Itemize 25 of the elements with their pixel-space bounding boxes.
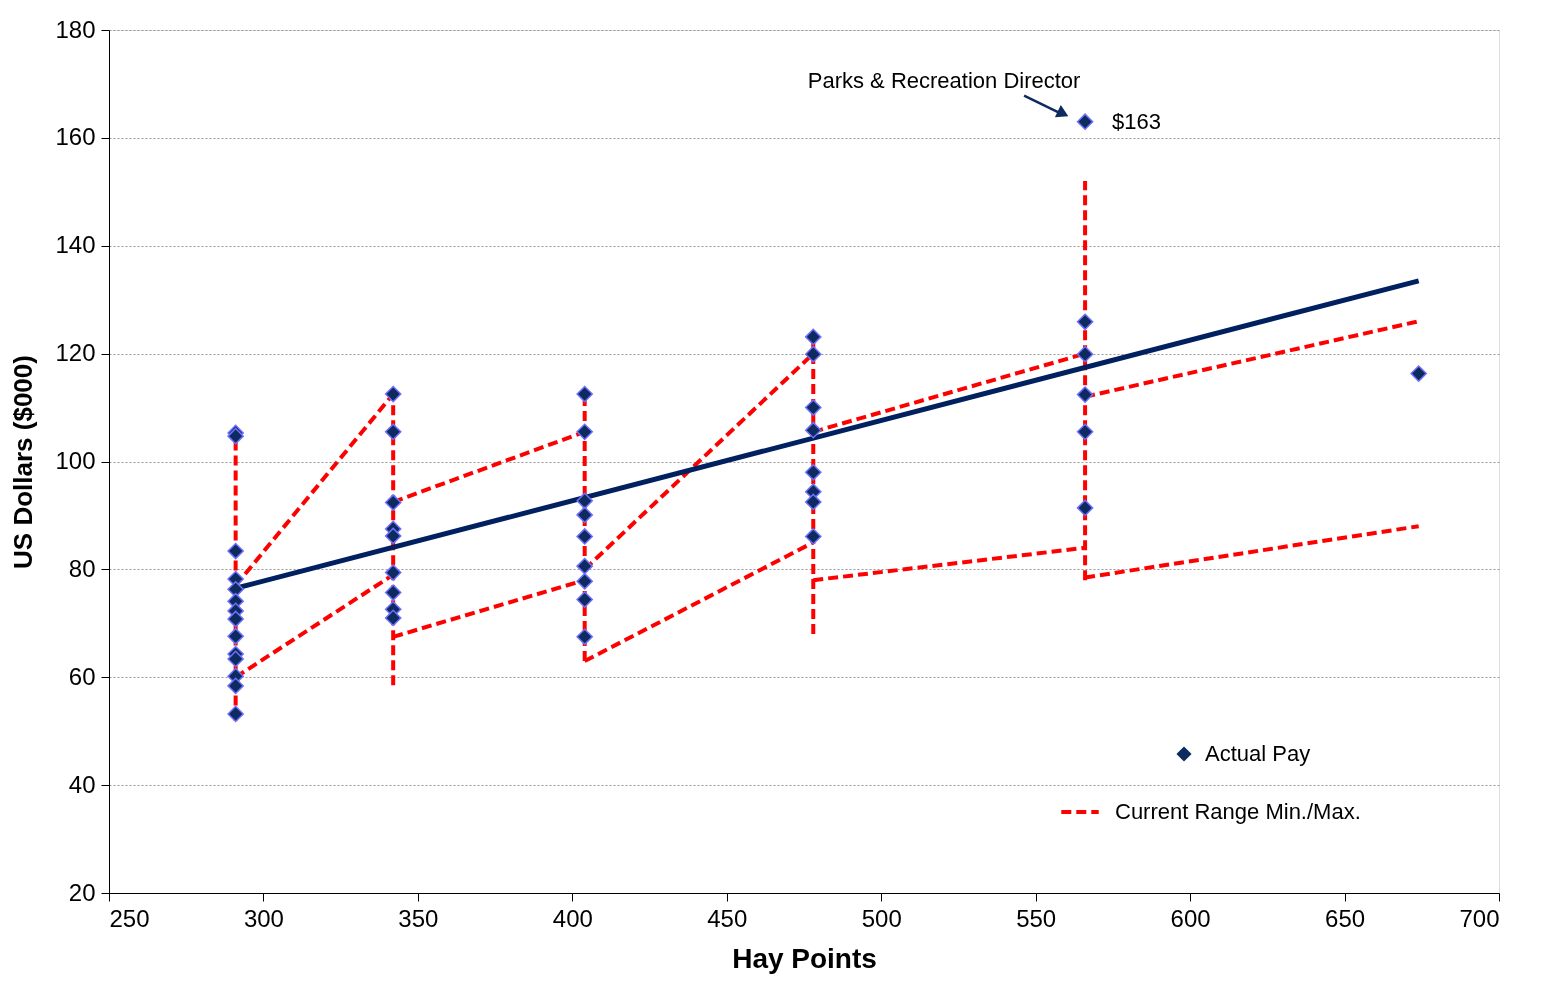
x-tick-label: 450 (707, 904, 748, 932)
x-tick-label: 700 (1459, 904, 1500, 932)
y-tick-label: 40 (68, 770, 96, 798)
y-tick-label: 120 (55, 339, 96, 367)
legend-label: Current Range Min./Max. (1115, 799, 1361, 824)
y-tick-label: 60 (68, 662, 96, 690)
y-tick-label: 20 (68, 878, 96, 906)
x-axis-title: Hay Points (732, 942, 877, 974)
x-tick-label: 350 (398, 904, 439, 932)
x-tick-label: 250 (109, 904, 150, 932)
y-axis-title: US Dollars ($000) (8, 355, 39, 569)
x-tick-label: 400 (552, 904, 593, 932)
x-tick-label: 600 (1170, 904, 1211, 932)
legend-label: Actual Pay (1205, 741, 1311, 766)
x-tick-label: 650 (1325, 904, 1366, 932)
y-tick-label: 140 (55, 231, 96, 259)
x-tick-label: 500 (861, 904, 902, 932)
y-tick-label: 100 (55, 447, 96, 474)
annotation: Parks & Recreation Director (807, 67, 1081, 93)
x-tick-label: 550 (1016, 904, 1057, 932)
y-tick-label: 160 (55, 123, 96, 151)
annotation: $163 (1112, 108, 1162, 134)
x-tick-label: 300 (243, 904, 284, 932)
y-tick-label: 180 (55, 15, 96, 43)
y-tick-label: 80 (68, 554, 96, 582)
